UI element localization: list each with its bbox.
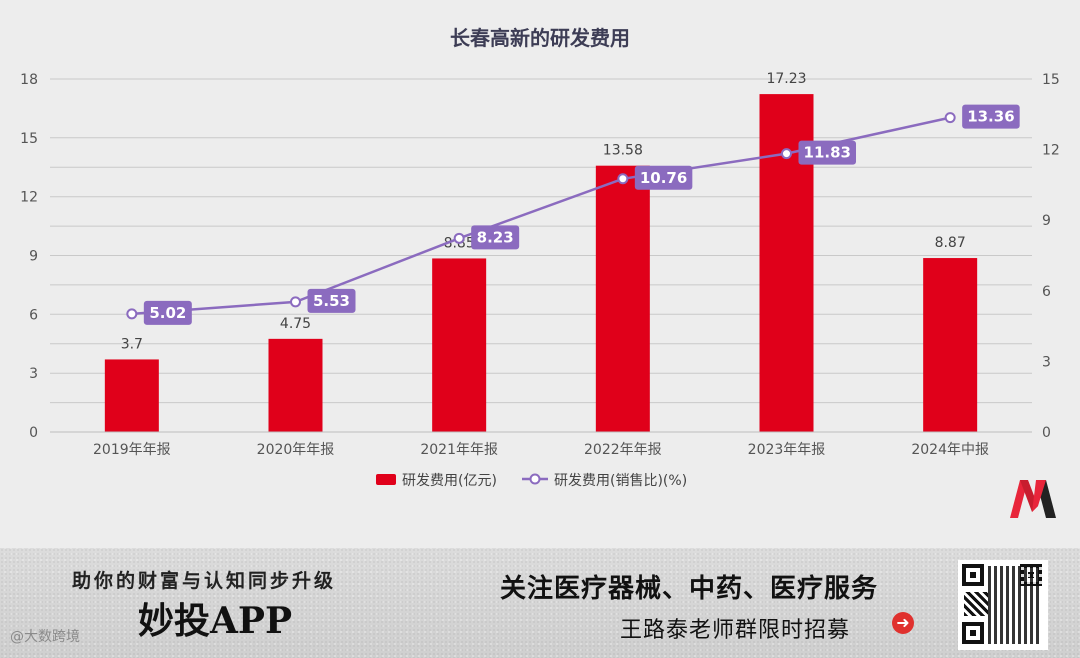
line-data-label-box: [143, 300, 192, 325]
bar-data-label: 4.75: [280, 316, 311, 332]
y-right-tick-label: 9: [1042, 213, 1051, 229]
bar: [923, 258, 978, 432]
y-right-tick-label: 6: [1042, 284, 1051, 300]
promo-banner: 助你的财富与认知同步升级 妙投APP @大数跨境 关注医疗器械、中药、医疗服务 …: [0, 548, 1080, 658]
arrow-right-circle-icon[interactable]: ➜: [892, 612, 914, 634]
banner-slogan: 助你的财富与认知同步升级: [72, 570, 337, 592]
line-data-label: 5.02: [149, 304, 186, 322]
chart-svg: 长春高新的研发费用 0 3 6 9 12 15 18 0 3 6 9 12 15 3.7 4.75 8.8…: [20, 26, 1060, 489]
x-tick-label: 2021年年报: [420, 442, 498, 458]
y-left-tick-label: 9: [29, 249, 38, 265]
chart-area: 长春高新的研发费用 0 3 6 9 12 15 18 0 3 6 9 12 15 3.7 4.75 8.8…: [20, 26, 1060, 518]
legend-swatch-point: [529, 473, 541, 485]
line-series: 5.02 5.53 8.23 10.76 11.83 13.36: [126, 104, 1020, 325]
line-data-label: 10.76: [640, 169, 687, 187]
y-left-tick-label: 3: [29, 366, 38, 382]
banner-texture: [0, 548, 1080, 658]
line-data-label: 11.83: [804, 144, 851, 162]
x-tick-label: 2023年年报: [748, 442, 826, 458]
bar: [104, 359, 159, 432]
grid-lines: [50, 78, 1032, 433]
line-data-label: 13.36: [967, 108, 1014, 126]
line-data-label-box: [471, 225, 520, 250]
bar: [432, 258, 487, 432]
y-axis-left: 0 3 6 9 12 15 18: [20, 72, 38, 441]
x-tick-label: 2022年年报: [584, 442, 662, 458]
bar: [595, 165, 650, 433]
line-data-label-box: [307, 288, 356, 313]
line-point: [126, 308, 138, 320]
y-left-tick-label: 6: [29, 307, 38, 323]
line-data-label: 5.53: [313, 292, 350, 310]
y-left-tick-label: 0: [29, 425, 38, 441]
line-point: [617, 173, 629, 185]
y-right-tick-label: 12: [1042, 143, 1060, 159]
bar-data-label: 17.23: [766, 71, 806, 87]
banner-app-name: 妙投APP: [138, 600, 293, 642]
watermark: @大数跨境: [10, 629, 80, 645]
y-right-tick-label: 3: [1042, 354, 1051, 370]
line-data-label-box: [962, 104, 1020, 129]
qr-code-icon: [958, 560, 1048, 650]
bar-data-label: 8.87: [935, 235, 966, 251]
banner-subline: 王路泰老师群限时招募: [620, 618, 851, 643]
bar: [268, 338, 323, 432]
line-point: [290, 296, 301, 308]
qr-modules: [964, 592, 988, 616]
y-left-tick-label: 18: [20, 72, 38, 88]
line-point: [944, 112, 956, 124]
x-tick-label: 2019年年报: [93, 442, 171, 458]
legend-swatch-bar: [376, 474, 396, 485]
qr-modules: [988, 566, 1042, 644]
legend-label: 研发费用(亿元): [402, 473, 497, 489]
line-data-label-box: [798, 140, 856, 165]
bar-data-label: 3.7: [121, 336, 143, 352]
x-tick-label: 2024年中报: [911, 442, 989, 458]
line-point: [453, 232, 465, 244]
y-right-tick-label: 0: [1042, 425, 1051, 441]
legend: 研发费用(亿元) 研发费用(销售比)(%): [376, 473, 687, 489]
x-tick-label: 2020年年报: [257, 442, 335, 458]
qr-finder: [962, 622, 984, 644]
y-right-tick-label: 15: [1042, 72, 1060, 88]
y-axis-right: 0 3 6 9 12 15: [1042, 72, 1060, 441]
banner-headline: 关注医疗器械、中药、医疗服务: [500, 574, 879, 604]
x-axis: 2019年年报 2020年年报 2021年年报 2022年年报 2023年年报 2024年…: [50, 431, 1032, 458]
m-logo-icon: [1010, 480, 1056, 518]
y-left-tick-label: 15: [20, 131, 38, 147]
chart-title: 长春高新的研发费用: [450, 26, 630, 50]
y-left-tick-label: 12: [20, 190, 38, 206]
bar-data-label: 13.58: [603, 143, 643, 159]
line-data-label-box: [634, 165, 693, 190]
line-data-label: 8.23: [477, 228, 514, 246]
legend-label: 研发费用(销售比)(%): [554, 473, 687, 489]
line-point: [781, 148, 792, 160]
qr-finder: [962, 564, 984, 586]
